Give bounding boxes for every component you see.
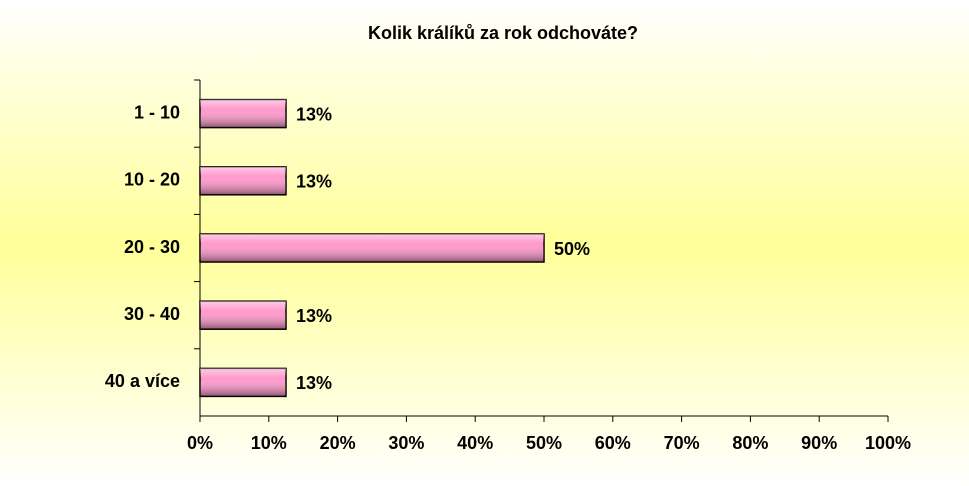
y-tick-label: 30 - 40 (124, 304, 180, 324)
x-tick-label: 40% (457, 433, 493, 453)
y-tick-label: 20 - 30 (124, 237, 180, 257)
value-label: 13% (296, 172, 332, 192)
bar-shade (200, 368, 286, 397)
value-label: 13% (296, 104, 332, 124)
x-tick-label: 80% (732, 433, 768, 453)
y-tick-label: 40 a více (105, 371, 180, 391)
x-tick-label: 10% (251, 433, 287, 453)
bar-shade (200, 99, 286, 128)
bar-shade (200, 166, 286, 195)
value-label: 50% (554, 239, 590, 259)
x-tick-label: 20% (320, 433, 356, 453)
x-tick-label: 60% (595, 433, 631, 453)
value-label: 13% (296, 373, 332, 393)
x-tick-label: 30% (388, 433, 424, 453)
y-tick-label: 10 - 20 (124, 170, 180, 190)
x-tick-label: 0% (187, 433, 213, 453)
bar-shade (200, 301, 286, 330)
x-tick-label: 90% (801, 433, 837, 453)
x-tick-label: 100% (865, 433, 911, 453)
y-tick-label: 1 - 10 (134, 102, 180, 122)
x-tick-label: 50% (526, 433, 562, 453)
chart-title: Kolik králíků za rok odchováte? (368, 23, 638, 43)
value-label: 13% (296, 306, 332, 326)
bar-shade (200, 234, 544, 262)
x-tick-label: 70% (664, 433, 700, 453)
